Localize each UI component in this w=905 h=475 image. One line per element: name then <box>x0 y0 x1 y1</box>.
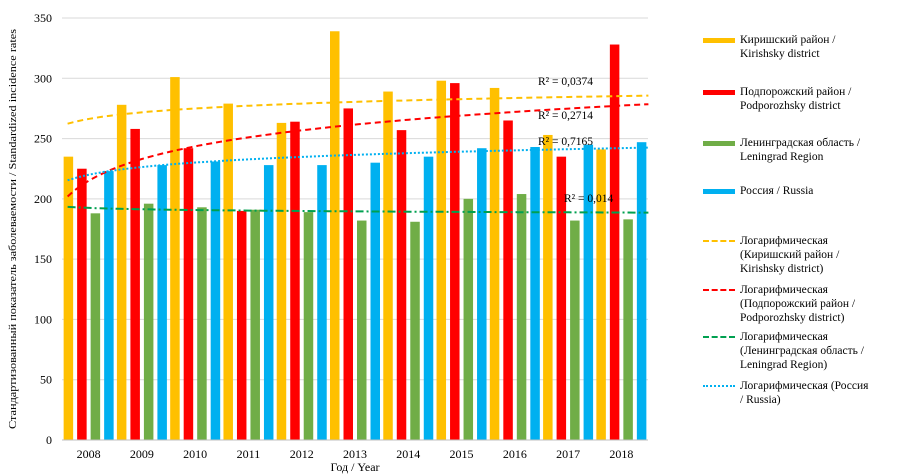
bar-series2-2013 <box>357 220 367 440</box>
bar-series1-2015 <box>450 83 460 440</box>
bar-series1-2018 <box>609 44 620 440</box>
bars <box>63 31 647 441</box>
legend-swatch-russia <box>703 189 735 194</box>
bar-series1-2016 <box>503 120 513 440</box>
bar-series1-2014 <box>396 130 407 441</box>
x-axis-title: Год / Year <box>330 460 379 474</box>
bar-series1-2013 <box>343 108 353 440</box>
bar-series1-2008 <box>77 168 87 440</box>
legend-label-trend-kirishsky: Логарифмическая (Киришский район / Kiris… <box>740 235 840 275</box>
trendline-1 <box>66 103 649 198</box>
legend-line-trend-leningrad <box>703 336 735 338</box>
bar-series0-2013 <box>330 31 340 441</box>
bar-series0-2017 <box>543 134 553 440</box>
r2-label-3: R² = 0,7165 <box>538 136 593 148</box>
bar-series3-2018 <box>636 142 647 440</box>
bar-series2-2008 <box>90 213 101 440</box>
bar-series1-2011 <box>236 210 247 440</box>
bar-series2-2017 <box>570 220 580 440</box>
bar-series0-2010 <box>170 77 180 440</box>
legend-label-leningrad: Ленинградская область / Leningrad Region <box>740 137 861 163</box>
trendline-3 <box>67 146 649 182</box>
bar-series0-2014 <box>383 91 393 440</box>
r2-label-2: R² = 0,014 <box>564 193 613 205</box>
bar-series2-2015 <box>463 198 474 440</box>
y-tick-50: 50 <box>40 373 52 387</box>
y-tick-350: 350 <box>34 11 52 25</box>
x-tick-2008: 2008 <box>77 447 101 461</box>
bar-series1-2012 <box>290 121 300 440</box>
legend-line-trend-podporozhsky <box>703 289 735 291</box>
y-tick-100: 100 <box>34 312 52 326</box>
y-tick-250: 250 <box>34 132 52 146</box>
bar-series3-2009 <box>157 165 167 440</box>
y-tick-200: 200 <box>34 192 52 206</box>
legend-swatch-kirishsky <box>703 38 735 43</box>
bar-series0-2008 <box>63 156 74 440</box>
bar-series2-2010 <box>197 207 207 440</box>
legend-line-trend-kirishsky <box>703 240 735 242</box>
legend-label-trend-podporozhsky: Логарифмическая (Подпорожский район / Po… <box>740 284 856 324</box>
x-tick-2018: 2018 <box>609 447 633 461</box>
legend-label-kirishsky: Киришский район / Kirishsky district <box>740 34 836 60</box>
bar-series3-2016 <box>530 147 540 441</box>
x-tick-2012: 2012 <box>290 447 314 461</box>
bar-series3-2011 <box>263 165 274 440</box>
r2-labels: R² = 0,0374 R² = 0,2714 R² = 0,014 R² = 0,7… <box>538 76 613 205</box>
bar-series1-2010 <box>183 148 194 440</box>
bar-series1-2017 <box>556 156 567 440</box>
bar-series3-2010 <box>210 161 221 441</box>
bar-series0-2015 <box>436 80 447 440</box>
legend-line-trend-russia <box>703 385 735 387</box>
y-tick-150: 150 <box>34 252 52 266</box>
x-tick-2011: 2011 <box>237 447 261 461</box>
legend-label-podporozhsky: Подпорожский район / Podporozhsky distri… <box>740 86 852 112</box>
bar-series3-2012 <box>317 165 327 440</box>
legend-swatch-podporozhsky <box>703 90 735 95</box>
x-tick-2015: 2015 <box>450 447 474 461</box>
bar-series2-2011 <box>250 209 260 440</box>
bar-series3-2008 <box>104 171 114 440</box>
x-tick-2016: 2016 <box>503 447 527 461</box>
bar-series2-2012 <box>303 212 314 440</box>
trendlines <box>66 94 649 214</box>
legend-label-russia: Россия / Russia <box>740 185 814 197</box>
legend-swatch-leningrad <box>703 141 735 146</box>
x-tick-2014: 2014 <box>396 447 420 461</box>
bar-series0-2016 <box>489 87 500 440</box>
y-tick-labels: 0 50 100 150 200 250 300 350 <box>34 11 52 447</box>
bar-series3-2015 <box>477 148 487 440</box>
bar-series2-2014 <box>410 221 420 440</box>
bar-series0-2012 <box>276 122 287 440</box>
bar-series2-2009 <box>143 203 154 440</box>
bar-series0-2011 <box>223 103 233 440</box>
bar-series2-2018 <box>623 219 633 440</box>
bar-series3-2017 <box>583 144 594 440</box>
bar-series2-2016 <box>516 194 527 440</box>
bar-series3-2014 <box>423 156 434 440</box>
y-tick-0: 0 <box>46 433 52 447</box>
x-tick-2017: 2017 <box>556 447 580 461</box>
bar-series1-2009 <box>130 128 140 440</box>
r2-label-0: R² = 0,0374 <box>538 76 593 88</box>
x-tick-2013: 2013 <box>343 447 367 461</box>
bar-series0-2009 <box>116 104 127 440</box>
x-tick-labels: 2008 2009 2010 2011 2012 2013 2014 2015 2016 2017… <box>77 447 634 461</box>
r2-label-1: R² = 0,2714 <box>538 110 593 122</box>
bar-series3-2013 <box>370 162 380 440</box>
legend-label-trend-leningrad: Логарифмическая (Ленинградская область /… <box>740 331 864 371</box>
y-tick-300: 300 <box>34 71 52 85</box>
trendline-0 <box>67 94 649 125</box>
bar-series0-2018 <box>596 149 606 440</box>
y-axis-title: Стандартизованный показатель заболеваемо… <box>7 29 19 429</box>
x-tick-2009: 2009 <box>130 447 154 461</box>
legend-label-trend-russia: Логарифмическая (Россия / Russia) <box>740 380 869 406</box>
x-tick-2010: 2010 <box>183 447 207 461</box>
trendline-2 <box>67 205 649 214</box>
